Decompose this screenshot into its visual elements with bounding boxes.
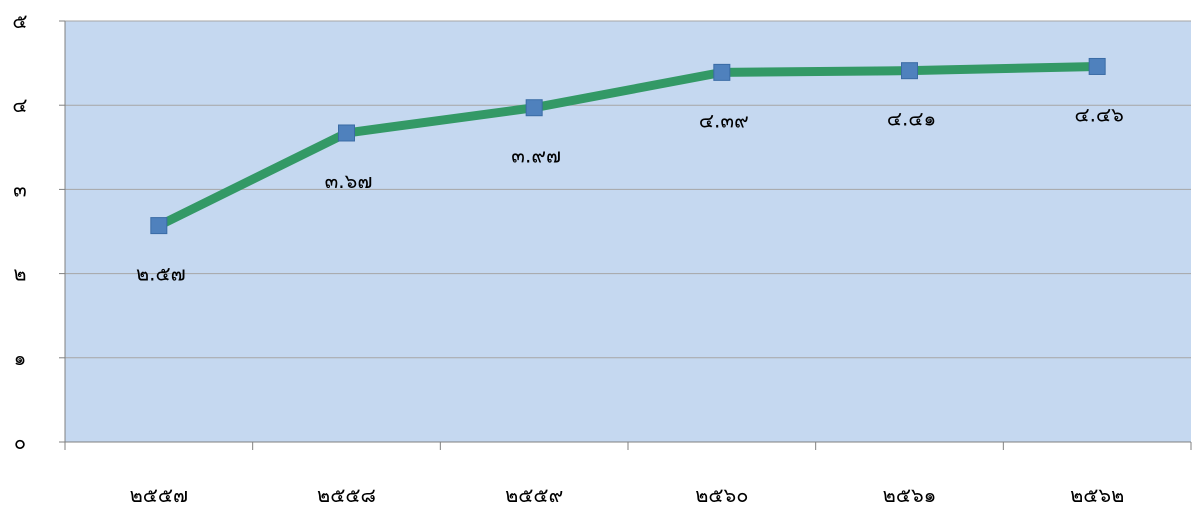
data-label: ๓.๖๗ (325, 169, 373, 193)
series-line (154, 61, 1102, 231)
data-label: ๔.๓๙ (699, 108, 749, 132)
y-tick-label: ๒ (13, 262, 26, 286)
plot-area (65, 21, 1191, 442)
data-label: ๒.๕๗ (136, 262, 186, 286)
y-tick-label: ๑ (14, 346, 27, 370)
y-tick-label: ๕ (12, 9, 27, 33)
y-tick-label: ๐ (14, 430, 26, 454)
x-tick-label: ๒๕๕๘ (317, 483, 376, 507)
data-point-marker (713, 63, 731, 81)
data-point-marker (338, 124, 355, 142)
data-point-marker (525, 99, 543, 117)
y-tick-label: ๔ (12, 93, 27, 117)
data-labels: ๒.๕๗ ๓.๖๗ ๓.๙๗ ๔.๓๙ ๔.๔๑ ๔.๔๖ (136, 102, 1124, 285)
data-point-marker (901, 62, 918, 80)
x-tick-label: ๒๕๖๐ (695, 483, 748, 507)
data-label: ๔.๔๑ (887, 107, 936, 131)
series-markers (150, 57, 1106, 235)
y-tick-label: ๓ (13, 177, 27, 201)
data-point-marker (1088, 57, 1106, 75)
data-point-marker (150, 217, 168, 235)
x-tick-label: ๒๕๖๒ (1070, 483, 1124, 507)
x-axis-ticks: ๒๕๕๗ ๒๕๕๘ ๒๕๕๙ ๒๕๖๐ ๒๕๖๑ ๒๕๖๒ (64, 442, 1192, 507)
x-tick-label: ๒๕๕๗ (130, 483, 189, 507)
data-label: ๓.๙๗ (511, 144, 561, 168)
data-label: ๔.๔๖ (1075, 102, 1124, 126)
gridlines (65, 20, 1191, 359)
y-axis-ticks: ๐ ๑ ๒ ๓ ๔ ๕ (12, 9, 65, 454)
x-tick-label: ๒๕๖๑ (883, 483, 937, 507)
x-tick-label: ๒๕๕๙ (505, 483, 563, 507)
